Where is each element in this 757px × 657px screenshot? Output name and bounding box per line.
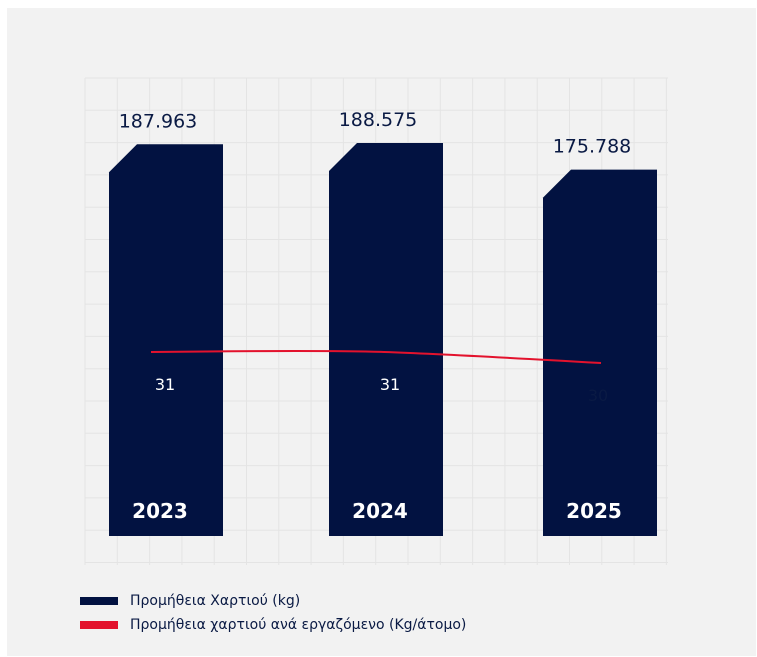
bar-2024	[329, 143, 443, 536]
line-value-label: 31	[155, 375, 175, 394]
bar-value-label: 175.788	[553, 136, 632, 158]
category-label-2025: 2025	[566, 499, 622, 523]
category-label-2024: 2024	[352, 499, 408, 523]
legend-swatch-bar	[80, 597, 118, 605]
line-value-label: 30	[588, 386, 608, 405]
bar-2025	[543, 169, 657, 536]
legend-label-paper-per-employee: Προμήθεια χαρτιού ανά εργαζόμενο (Kg/άτο…	[130, 617, 467, 633]
legend-item-paper-supply: Προμήθεια Χαρτιού (kg)	[80, 590, 466, 612]
legend-swatch-line	[80, 621, 118, 629]
legend-label-paper-supply: Προμήθεια Χαρτιού (kg)	[130, 593, 301, 609]
legend-item-paper-per-employee: Προμήθεια χαρτιού ανά εργαζόμενο (Kg/άτο…	[80, 614, 466, 636]
bar-value-label: 187.963	[119, 110, 198, 132]
bar-value-label: 188.575	[339, 109, 418, 131]
bar-2023	[109, 144, 223, 536]
line-series	[150, 350, 602, 364]
line-value-label: 31	[380, 375, 400, 394]
data-labels: 187.963 2023 188.575 2024 175.788 2025 31 31 30	[119, 109, 632, 523]
bar-series	[109, 143, 657, 536]
category-label-2023: 2023	[132, 499, 188, 523]
chart-legend: Προμήθεια Χαρτιού (kg) Προμήθεια χαρτιού…	[80, 590, 466, 638]
